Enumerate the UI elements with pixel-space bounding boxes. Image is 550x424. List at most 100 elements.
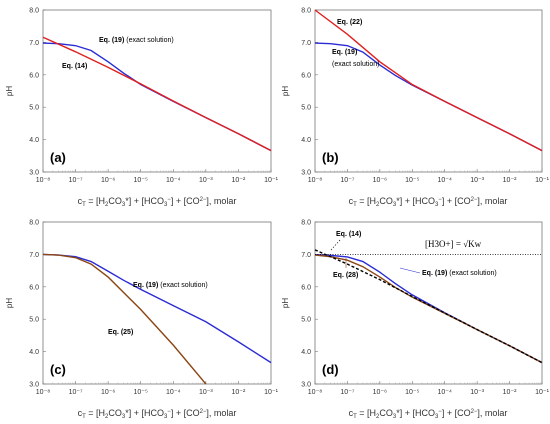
x-tick-label: 10⁻⁸	[308, 177, 322, 184]
svg-text:cT = [H2CO3*] + [HCO3−] + [CO2: cT = [H2CO3*] + [HCO3−] + [CO2−], molar	[78, 408, 237, 420]
y-tick-label: 8.0	[29, 8, 39, 15]
leader-eq14	[330, 239, 341, 251]
annotation-eq25: Eq. (25)	[108, 329, 133, 336]
annotation-eq14: Eq. (14)	[62, 63, 87, 70]
svg-text:cT = [H2CO3*] + [HCO3−] + [CO2: cT = [H2CO3*] + [HCO3−] + [CO2−], molar	[78, 196, 237, 208]
y-tick-label: 3.0	[301, 170, 311, 177]
y-tick-label: 4.0	[301, 349, 311, 356]
annotation-eq14: Eq. (14)	[336, 231, 361, 238]
x-tick-label: 10⁻²	[503, 389, 517, 396]
x-tick-label: 10⁻⁶	[101, 177, 115, 184]
y-axis-label: pH	[281, 86, 290, 96]
x-tick-label: 10⁻⁸	[36, 177, 50, 184]
y-tick-label: 7.0	[301, 40, 311, 47]
series-line-eq-14	[314, 249, 543, 364]
y-axis-label: pH	[5, 298, 14, 308]
x-tick-label: 10⁻⁶	[373, 177, 387, 184]
panel-c: 10⁻⁸ 10⁻⁷ 10⁻⁶ 10⁻⁵ 10⁻⁴ 10⁻³ 10⁻² 10⁻¹ 3.0 4.0 5.…	[5, 220, 279, 397]
y-tick-label: 8.0	[301, 220, 311, 227]
y-tick-label: 3.0	[29, 170, 39, 177]
plot-frame	[42, 9, 272, 173]
y-tick-label: 4.0	[29, 137, 39, 144]
x-tick-label: 10⁻⁴	[437, 177, 452, 184]
x-axis-label-top-right: cT = [H2CO3*] + [HCO3−] + [CO2−], molar	[349, 196, 508, 208]
x-tick-label: 10⁻⁸	[308, 389, 322, 396]
y-tick-label: 5.0	[29, 105, 39, 112]
panel-label: (b)	[322, 150, 339, 165]
x-tick-label: 10⁻⁷	[69, 389, 83, 396]
series-line-eq-19-exact-solution	[42, 42, 272, 152]
x-tick-label: 10⁻¹	[535, 177, 549, 184]
svg-text:cT = [H2CO3*] + [HCO3−] + [CO2: cT = [H2CO3*] + [HCO3−] + [CO2−], molar	[349, 196, 508, 208]
x-tick-label: 10⁻⁷	[340, 177, 354, 184]
plot-frame	[42, 221, 272, 385]
svg-text:cT = [H2CO3*] + [HCO3−] + [CO2: cT = [H2CO3*] + [HCO3−] + [CO2−], molar	[349, 408, 508, 420]
y-tick-label: 5.0	[301, 105, 311, 112]
x-tick-label: 10⁻⁴	[437, 389, 452, 396]
y-tick-label: 3.0	[29, 382, 39, 389]
series-line-eq-25	[42, 253, 207, 385]
x-tick-label: 10⁻²	[232, 177, 246, 184]
y-tick-label: 6.0	[301, 72, 311, 79]
series-line-eq-19	[314, 42, 543, 152]
series-line-eq-22	[314, 9, 543, 152]
y-axis-label: pH	[5, 86, 14, 96]
leader-eq19	[399, 267, 421, 274]
annotation-kw: [H3O+] = √Kw	[425, 239, 482, 249]
x-tick-label: 10⁻³	[199, 389, 213, 396]
x-tick-label: 10⁻⁶	[373, 389, 387, 396]
y-tick-label: 7.0	[301, 252, 311, 259]
x-tick-label: 10⁻⁷	[340, 389, 354, 396]
panel-d: 10⁻⁸ 10⁻⁷ 10⁻⁶ 10⁻⁵ 10⁻⁴ 10⁻³ 10⁻² 10⁻¹ 3.0 4.0 5.…	[281, 220, 550, 397]
y-tick-label: 7.0	[29, 40, 39, 47]
x-tick-label: 10⁻³	[199, 177, 213, 184]
y-tick-label: 4.0	[29, 349, 39, 356]
x-tick-label: 10⁻²	[503, 177, 517, 184]
x-tick-label: 10⁻³	[470, 177, 484, 184]
panel-a: 10⁻⁸ 10⁻⁷ 10⁻⁶ 10⁻⁵ 10⁻⁴ 10⁻³ 10⁻² 10⁻¹ 3.0 4.0 5.…	[5, 8, 279, 185]
y-tick-label: 3.0	[301, 382, 311, 389]
panel-label: (d)	[322, 362, 339, 377]
y-tick-label: 4.0	[301, 137, 311, 144]
x-tick-label: 10⁻⁴	[166, 389, 181, 396]
x-tick-label: 10⁻⁷	[69, 177, 83, 184]
series-line-eq-14	[42, 36, 272, 152]
x-axis-label-top-left: cT = [H2CO3*] + [HCO3−] + [CO2−], molar	[78, 196, 237, 208]
y-tick-label: 8.0	[301, 8, 311, 15]
x-tick-label: 10⁻⁵	[134, 389, 148, 396]
annotation-eq19: Eq. (19) (exact solution)	[99, 37, 174, 44]
annotation-eq19: Eq. (19)	[332, 49, 357, 56]
x-tick-label: 10⁻¹	[535, 389, 549, 396]
y-tick-label: 6.0	[29, 284, 39, 291]
series-line-eq-19-exact-solution	[42, 253, 272, 364]
x-tick-label: 10⁻¹	[264, 177, 278, 184]
annotation-eq22: Eq. (22)	[337, 19, 362, 26]
x-axis-label-bottom-left: cT = [H2CO3*] + [HCO3−] + [CO2−], molar	[78, 408, 237, 420]
x-tick-label: 10⁻⁴	[166, 177, 181, 184]
y-tick-label: 6.0	[301, 284, 311, 291]
y-tick-label: 8.0	[29, 220, 39, 227]
x-tick-label: 10⁻²	[232, 389, 246, 396]
x-tick-label: 10⁻⁵	[134, 177, 148, 184]
x-tick-label: 10⁻⁵	[405, 389, 419, 396]
panel-label: (c)	[50, 362, 66, 377]
x-tick-label: 10⁻¹	[264, 389, 278, 396]
x-tick-label: 10⁻³	[470, 389, 484, 396]
x-tick-label: 10⁻⁸	[36, 389, 50, 396]
annotation-eq19: Eq. (19) (exact solution)	[422, 270, 497, 277]
y-tick-label: 6.0	[29, 72, 39, 79]
annotation-eq19-detail: (exact solution)	[332, 61, 379, 68]
y-tick-label: 5.0	[301, 317, 311, 324]
x-tick-label: 10⁻⁵	[405, 177, 419, 184]
x-axis-label-bottom-right: cT = [H2CO3*] + [HCO3−] + [CO2−], molar	[349, 408, 508, 420]
y-tick-label: 7.0	[29, 252, 39, 259]
x-tick-label: 10⁻⁶	[101, 389, 115, 396]
annotation-eq28: Eq. (28)	[333, 272, 358, 279]
annotation-eq19: Eq. (19) (exact solution)	[133, 282, 208, 289]
plot-frame	[314, 9, 543, 173]
plot-frame	[314, 221, 543, 385]
y-tick-label: 5.0	[29, 317, 39, 324]
panel-b: 10⁻⁸ 10⁻⁷ 10⁻⁶ 10⁻⁵ 10⁻⁴ 10⁻³ 10⁻² 10⁻¹ 3.0 4.0 5.…	[281, 8, 550, 185]
panel-label: (a)	[50, 150, 66, 165]
